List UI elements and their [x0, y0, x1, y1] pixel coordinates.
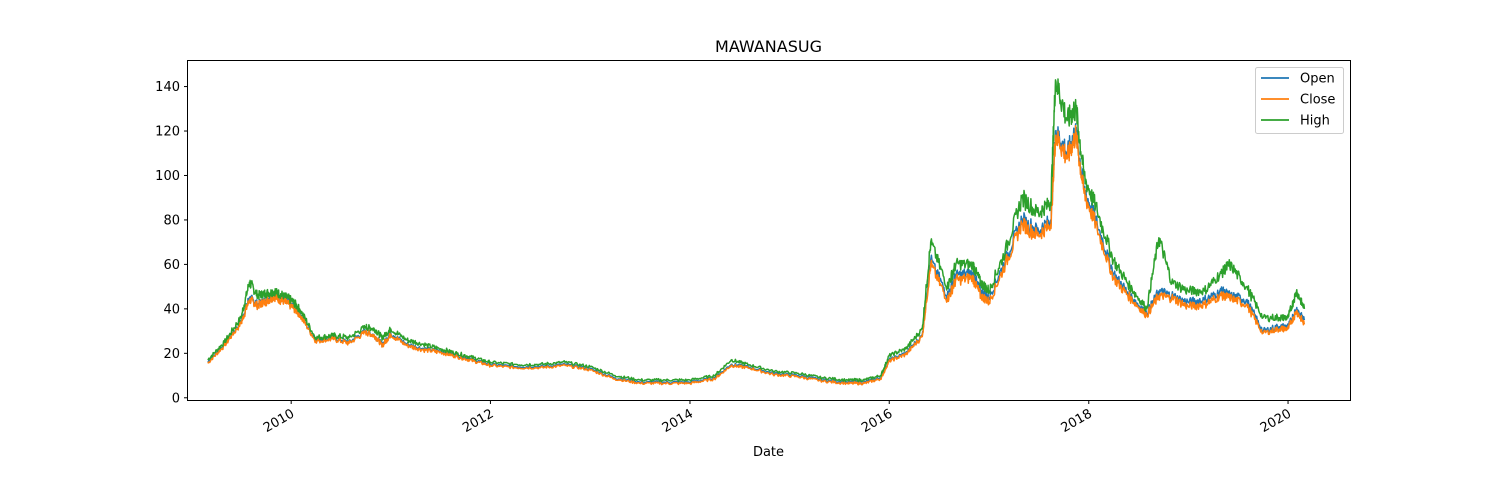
- y-tick-label: 60: [163, 258, 180, 273]
- y-tick-label: 120: [155, 125, 180, 140]
- series-line-open: [207, 123, 1306, 385]
- x-tick-label: 2010: [261, 406, 297, 436]
- x-tick-label: 2016: [859, 406, 895, 436]
- y-tick-label: 40: [163, 302, 180, 317]
- y-tick-label: 80: [163, 213, 180, 228]
- y-tick-label: 20: [163, 347, 180, 362]
- x-tick-label: 2018: [1059, 406, 1095, 436]
- x-axis: 2010 2012 2014 2016 2018 2020: [261, 400, 1294, 436]
- plot-frame: [187, 60, 1351, 401]
- series-layer: [207, 78, 1306, 386]
- x-tick-label: 2014: [660, 406, 696, 436]
- series-line-close: [207, 124, 1306, 386]
- x-tick-label: 2012: [460, 406, 496, 436]
- legend-label-high: High: [1300, 114, 1330, 129]
- legend-label-open: Open: [1300, 72, 1335, 87]
- chart-title: MAWANASUG: [715, 37, 822, 56]
- series-line-high: [207, 78, 1306, 383]
- x-axis-label: Date: [753, 445, 784, 460]
- y-tick-label: 0: [172, 391, 180, 406]
- legend-box: [1255, 67, 1344, 134]
- legend: Open Close High: [1255, 67, 1344, 134]
- y-axis: 0 20 40 60 80 100 120 140: [155, 80, 188, 406]
- legend-label-close: Close: [1300, 93, 1335, 108]
- y-tick-label: 100: [155, 169, 180, 184]
- y-tick-label: 140: [155, 80, 180, 95]
- x-tick-label: 2020: [1258, 406, 1294, 436]
